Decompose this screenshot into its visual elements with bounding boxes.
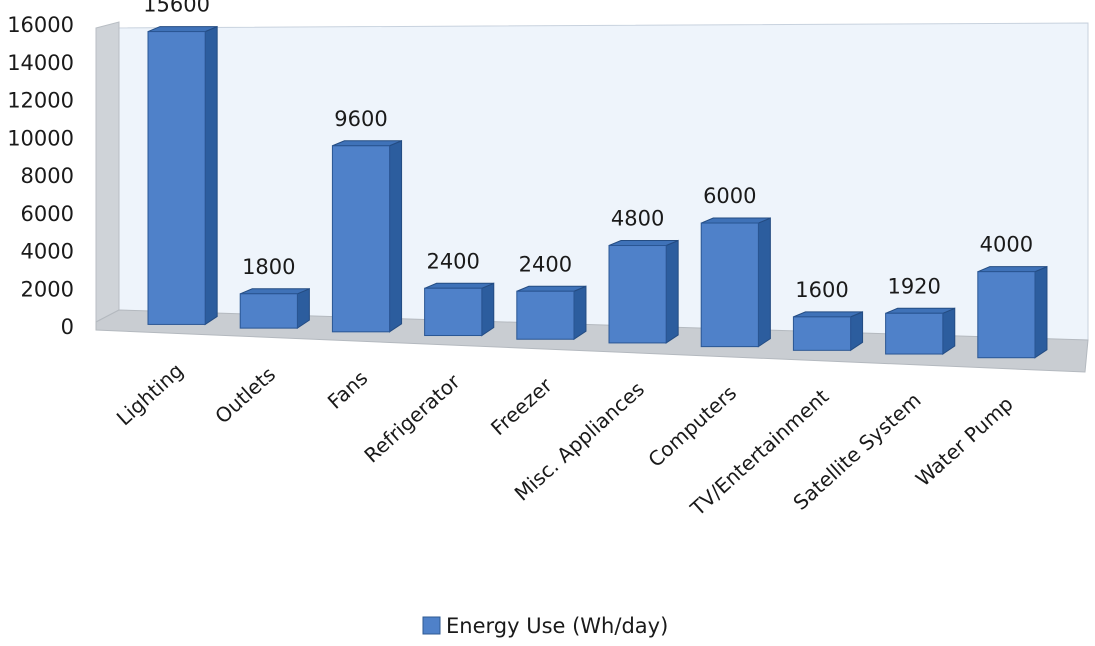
bar xyxy=(424,282,495,337)
data-label: 6000 xyxy=(703,184,756,208)
bar-top xyxy=(977,266,1048,273)
bar-side xyxy=(757,217,771,348)
bar-front xyxy=(792,316,852,351)
bar-side xyxy=(1034,265,1048,359)
bar-top xyxy=(332,140,402,147)
bar-top xyxy=(701,217,771,224)
bar-front xyxy=(424,287,483,337)
y-tick-label: 0 xyxy=(61,315,74,339)
bar-top xyxy=(516,285,587,292)
x-tick-label: Fans xyxy=(323,366,373,414)
bar-side xyxy=(389,140,403,333)
bar-top xyxy=(147,26,218,33)
bar-front xyxy=(885,312,944,355)
bar-front xyxy=(147,31,206,325)
x-tick-label: Outlets xyxy=(210,362,280,428)
bar xyxy=(885,307,956,355)
legend: Energy Use (Wh/day) xyxy=(422,614,668,638)
data-label: 4800 xyxy=(611,207,664,231)
y-tick-label: 4000 xyxy=(21,240,74,264)
data-label: 1600 xyxy=(795,278,848,302)
data-label: 1920 xyxy=(887,274,940,298)
y-tick-label: 16000 xyxy=(7,13,74,37)
bar-front xyxy=(331,145,391,333)
bar-top xyxy=(793,311,863,318)
bars xyxy=(147,25,1048,359)
bar-front xyxy=(700,222,759,348)
x-tick-label: Refrigerator xyxy=(359,369,465,468)
data-label: 15600 xyxy=(143,0,210,17)
bar-top xyxy=(240,288,310,295)
legend-swatch xyxy=(422,616,441,635)
bar xyxy=(977,265,1048,359)
bar-top xyxy=(885,307,955,314)
bar xyxy=(239,288,310,330)
bar xyxy=(331,140,403,333)
bar-side xyxy=(573,285,587,341)
y-axis-ticks: 0 2000 4000 6000 8000 10000 12000 14000 16000 xyxy=(7,13,74,339)
side-wall-panel xyxy=(95,21,120,323)
bar xyxy=(147,25,218,326)
x-tick-label: Freezer xyxy=(486,373,557,441)
y-tick-label: 6000 xyxy=(21,202,74,226)
data-label: 1800 xyxy=(242,255,295,279)
data-label: 4000 xyxy=(980,233,1033,257)
data-label: 2400 xyxy=(426,249,479,273)
bar-front xyxy=(977,271,1036,359)
y-tick-label: 14000 xyxy=(7,51,74,75)
y-tick-label: 12000 xyxy=(7,89,74,113)
bar-front xyxy=(608,245,667,344)
bar-side xyxy=(204,25,218,326)
bar xyxy=(516,285,587,341)
y-tick-label: 10000 xyxy=(7,126,74,150)
y-tick-label: 8000 xyxy=(21,164,74,188)
x-tick-label: Lighting xyxy=(112,358,188,430)
bar-top xyxy=(608,240,679,247)
bar-top xyxy=(424,282,494,289)
x-tick-label: Water Pump xyxy=(911,392,1018,492)
data-labels: 15600 1800 9600 2400 2400 4800 6000 1600 1920 400… xyxy=(143,0,1033,302)
x-tick-label: Computers xyxy=(643,381,741,472)
y-tick-label: 2000 xyxy=(21,277,74,301)
bar xyxy=(700,217,771,348)
bar-front xyxy=(239,293,298,329)
data-label: 9600 xyxy=(334,107,387,131)
bar-side xyxy=(942,307,956,355)
bar-side xyxy=(665,239,679,344)
legend-label: Energy Use (Wh/day) xyxy=(446,614,668,638)
bar-front xyxy=(516,290,575,340)
bar-side xyxy=(481,282,495,337)
bar xyxy=(608,239,679,344)
bar xyxy=(792,311,864,352)
data-label: 2400 xyxy=(519,252,572,276)
